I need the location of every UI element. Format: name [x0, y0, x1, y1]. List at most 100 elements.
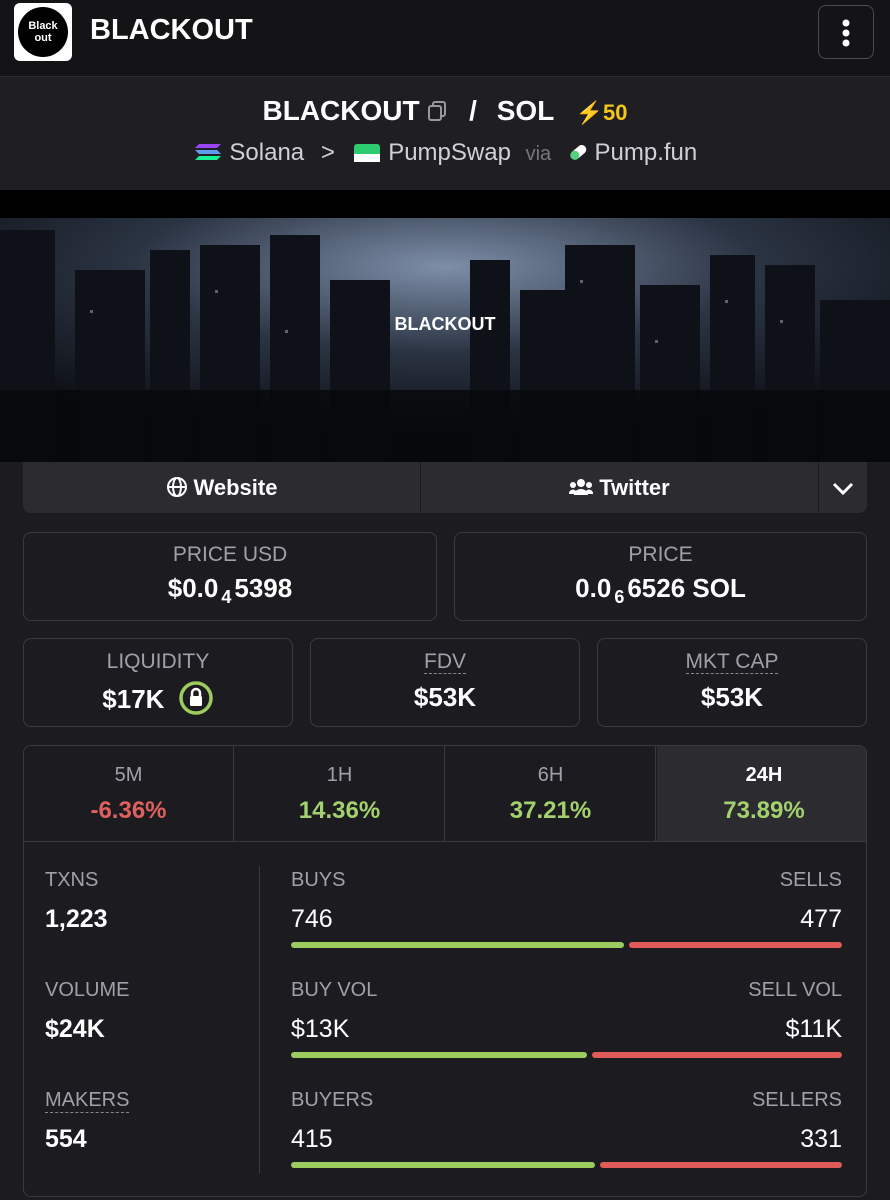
timeframe-tab[interactable]: 5M -6.36% [24, 746, 234, 841]
boost[interactable]: ⚡50 [575, 100, 628, 125]
links-bar: Website Twitter [23, 462, 867, 513]
timeframe-tab[interactable]: 1H 14.36% [235, 746, 445, 841]
menu-button[interactable] [818, 5, 874, 59]
metric-value: $53K [700, 682, 764, 712]
website-link[interactable]: Website [23, 462, 421, 513]
dex-icon [353, 144, 380, 162]
buy-bar [291, 1052, 587, 1058]
liquidity-card: LIQUIDITY $17K [23, 638, 293, 727]
timeframe-tab[interactable]: 6H 37.21% [446, 746, 656, 841]
link-label: Website [193, 475, 278, 500]
twitter-link[interactable]: Twitter [421, 462, 819, 513]
timeframe-label: 6H [537, 764, 564, 786]
timeframe-tab[interactable]: 24H 73.89% [657, 746, 866, 841]
app-title: BLACKOUT [90, 14, 253, 46]
price-label: PRICE USD [172, 543, 288, 566]
metric-label-text: MKT CAP [685, 650, 779, 674]
logo-text: Black [28, 20, 58, 32]
stat-right-value: 477 [800, 905, 842, 933]
timeframe-tabs: 5M -6.36% 1H 14.36% 6H 37.21% 24H 73.89% [24, 746, 866, 842]
stat-right-label: SELLERS [751, 1089, 842, 1111]
metric-value: $53K [413, 682, 477, 712]
dex-name[interactable]: PumpSwap [388, 139, 511, 166]
stat-value: 554 [45, 1125, 87, 1153]
stat-label: TXNS [45, 869, 99, 891]
stat-value: 1,223 [45, 905, 108, 933]
link-label: Twitter [599, 475, 670, 500]
metric-value-row: $17K [24, 680, 292, 716]
price-lead: 0.0 [575, 573, 612, 603]
people-icon [569, 479, 594, 495]
stat-value: $24K [45, 1015, 105, 1043]
logo-text: out [34, 32, 52, 44]
buy-bar [291, 942, 625, 948]
price-zeros: 6 [614, 587, 625, 607]
route-separator: > [320, 139, 335, 166]
price-value: $0.0 4 5398 [24, 573, 436, 608]
lock-icon [178, 681, 213, 715]
price-lead: $0.0 [167, 573, 219, 603]
sell-bar [629, 942, 842, 948]
mkt-cap-card: MKT CAP $53K [597, 638, 867, 727]
metric-value: $17K [102, 684, 165, 714]
globe-icon [166, 477, 187, 497]
metric-label: MKT CAP [598, 650, 866, 674]
sell-bar [591, 1052, 842, 1058]
stat-label: MAKERS [45, 1089, 130, 1113]
stat-label: VOLUME [45, 979, 130, 1001]
menu-icon [842, 19, 850, 47]
stat-right-value: $11K [785, 1015, 842, 1043]
stat-right-label: SELLS [779, 869, 842, 891]
stat-left-label: BUY VOL [291, 979, 378, 1001]
chevron-icon [832, 482, 854, 496]
more-links[interactable] [819, 462, 867, 513]
via-text: via [525, 143, 552, 165]
timeframe-change: 73.89% [723, 797, 805, 824]
pair-separator: / [469, 95, 477, 126]
copy-icon[interactable] [427, 100, 449, 122]
sell-bar [599, 1162, 842, 1168]
boost-count: 50 [602, 100, 628, 125]
pair-line: BLACKOUT / SOL ⚡50 [0, 95, 890, 127]
timeframe-change: -6.36% [90, 797, 167, 824]
solana-icon [194, 144, 221, 160]
banner: BLACKOUT [0, 190, 890, 462]
price-value: 0.0 6 6526 SOL [455, 573, 866, 608]
stat-left-value: $13K [291, 1015, 350, 1043]
chain-name[interactable]: Solana [229, 139, 305, 166]
pair-section: BLACKOUT / SOL ⚡50 Solana > PumpSwap via… [0, 77, 890, 190]
buy-bar [291, 1162, 595, 1168]
timeframe-label: 1H [326, 764, 353, 786]
timeframe-label: 24H [745, 764, 783, 786]
logo-mark: Black out [18, 7, 68, 57]
divider [259, 866, 260, 1173]
route-line: Solana > PumpSwap via Pump.fun [0, 139, 890, 167]
stat-right-label: SELL VOL [748, 979, 842, 1001]
price-label: PRICE [628, 543, 693, 566]
price-digits: 6526 SOL [627, 573, 746, 603]
stats-panel: 5M -6.36% 1H 14.36% 6H 37.21% 24H 73.89% TXNS 1,… [23, 745, 867, 1197]
quote-token: SOL [496, 95, 554, 126]
metric-label: LIQUIDITY [106, 650, 210, 673]
stat-left-label: BUYS [291, 869, 346, 891]
price-digits: 5398 [234, 573, 293, 603]
banner-image [0, 218, 890, 462]
timeframe-label: 5M [114, 764, 143, 786]
fdv-card: FDV $53K [310, 638, 580, 727]
price-usd-card: PRICE USD $0.0 4 5398 [23, 532, 437, 621]
top-bar: Black out BLACKOUT [0, 0, 890, 77]
timeframe-change: 14.36% [298, 797, 381, 824]
stat-left-value: 415 [291, 1125, 333, 1153]
metric-label: FDV [311, 650, 579, 674]
pill-icon [570, 144, 587, 160]
banner-title: BLACKOUT [394, 314, 496, 334]
launchpad-name[interactable]: Pump.fun [594, 139, 698, 166]
stat-left-label: BUYERS [291, 1089, 374, 1111]
stat-left-value: 746 [291, 905, 333, 933]
logo[interactable]: Black out [14, 3, 72, 61]
timeframe-change: 37.21% [509, 797, 592, 824]
price-zeros: 4 [221, 587, 232, 607]
stat-right-value: 331 [800, 1125, 842, 1153]
